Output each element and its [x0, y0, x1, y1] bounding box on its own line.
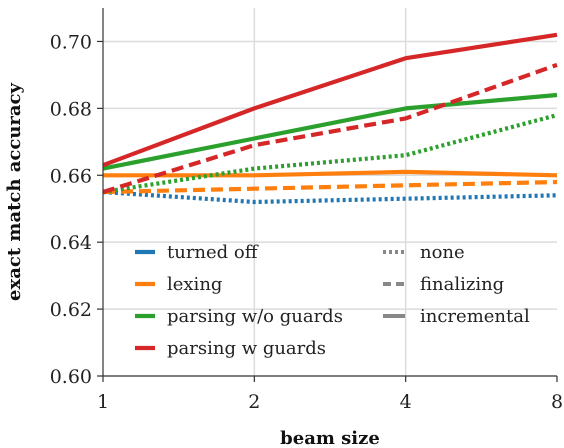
y-tick-label: 0.64: [50, 232, 92, 254]
series-line: [102, 32, 558, 168]
x-tick-label: 1: [97, 391, 109, 413]
axes: [97, 8, 558, 382]
y-tick-label: 0.70: [50, 31, 92, 53]
y-tick-label: 0.60: [50, 366, 92, 388]
legend-label: none: [420, 242, 465, 263]
tick-labels: 1 2 4 8 0.60 0.62 0.64 0.66 0.68 0.70: [50, 31, 563, 413]
x-axis-title: beam size: [280, 428, 380, 448]
y-axis-title: exact match accuracy: [4, 82, 25, 301]
x-tick-label: 8: [551, 391, 563, 413]
legend-label: lexing: [167, 274, 222, 295]
y-tick-label: 0.68: [50, 98, 92, 120]
legend-label: turned off: [167, 242, 259, 263]
series-line: [102, 189, 558, 205]
legend-label: parsing w guards: [167, 338, 326, 359]
series-line: [103, 169, 558, 178]
x-tick-label: 4: [400, 391, 412, 413]
series-line: [102, 92, 558, 171]
legend-label: incremental: [420, 306, 530, 327]
series-layer: [102, 32, 558, 205]
series-line: [102, 179, 558, 195]
x-tick-label: 2: [248, 391, 260, 413]
legend-label: parsing w/o guards: [167, 306, 343, 327]
legend-label: finalizing: [420, 274, 504, 295]
series-line: [102, 62, 558, 195]
series-line: [102, 113, 558, 195]
y-tick-label: 0.66: [50, 165, 92, 187]
legend: turned off lexing parsing w/o guards parsin…: [135, 242, 530, 359]
y-tick-label: 0.62: [50, 299, 92, 321]
